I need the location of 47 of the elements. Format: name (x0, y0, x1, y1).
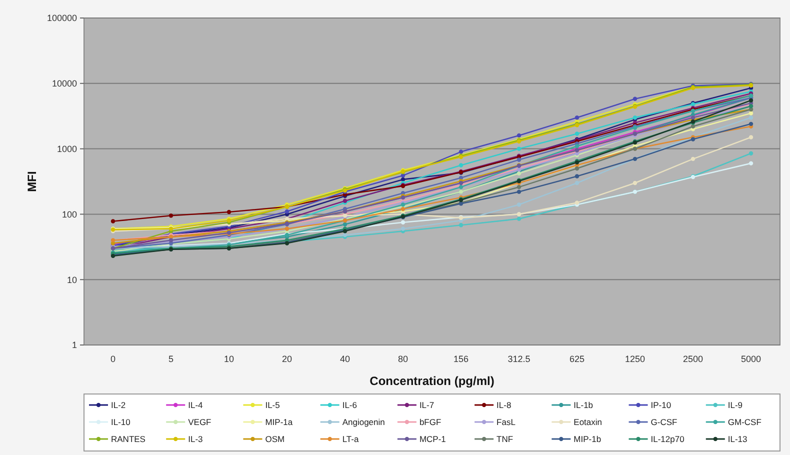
legend-label: IL-8 (496, 400, 512, 410)
legend-label: IL-12p70 (650, 434, 685, 444)
x-tick-label: 10 (224, 354, 234, 364)
x-tick-label: 2500 (682, 354, 704, 364)
y-tick-label: 1000 (56, 144, 77, 154)
legend-label: IL-2 (111, 400, 126, 410)
legend-label: MIP-1a (265, 416, 293, 427)
x-axis-title: Concentration (pg/ml) (370, 374, 494, 388)
x-tick-label: 312.5 (508, 354, 530, 364)
legend-label: IL-5 (265, 400, 280, 410)
legend-label: VEGF (188, 416, 212, 427)
legend-label: LT-a (342, 434, 359, 444)
y-tick-label: 10000 (52, 78, 77, 89)
x-tick-label: 1250 (624, 354, 646, 364)
legend-label: bFGF (419, 416, 442, 427)
legend-label: IL-3 (188, 434, 204, 444)
legend-label: IP-10 (650, 400, 672, 410)
legend-label: MIP-1b (574, 434, 602, 444)
x-tick-label: 5 (168, 354, 174, 364)
x-tick-label: 80 (398, 354, 408, 364)
legend-label: IL-13 (728, 434, 748, 444)
x-tick-label: 156 (453, 354, 469, 364)
x-tick-label: 5000 (740, 354, 762, 364)
y-tick-label: 10 (66, 274, 77, 285)
legend-label: GM-CSF (728, 416, 762, 427)
legend-label: IL-6 (342, 400, 358, 410)
y-tick-label: 1 (72, 340, 77, 350)
y-tick-label: 100 (62, 209, 77, 220)
x-tick-label: 20 (282, 354, 292, 364)
legend-label: IL-10 (111, 416, 131, 427)
legend-label: IL-9 (728, 400, 743, 410)
legend-label: RANTES (111, 434, 146, 444)
legend-label: TNF (496, 434, 514, 444)
x-tick-label: 40 (340, 354, 350, 364)
legend-label: MCP-1 (419, 434, 446, 444)
x-tick-label: 625 (569, 354, 585, 364)
legend-label: G-CSF (650, 416, 678, 427)
legend-label: Angiogenin (342, 416, 386, 427)
legend-label: IL-7 (419, 400, 434, 410)
x-tick-label: 0 (110, 354, 116, 364)
y-tick-label: 100000 (46, 13, 77, 24)
legend-label: IL-4 (188, 400, 204, 410)
legend-label: Eotaxin (574, 416, 602, 427)
legend-label: IL-1b (574, 400, 594, 410)
legend-label: FasL (496, 416, 516, 427)
legend-label: OSM (265, 434, 285, 444)
y-axis-title: MFI (25, 171, 39, 192)
